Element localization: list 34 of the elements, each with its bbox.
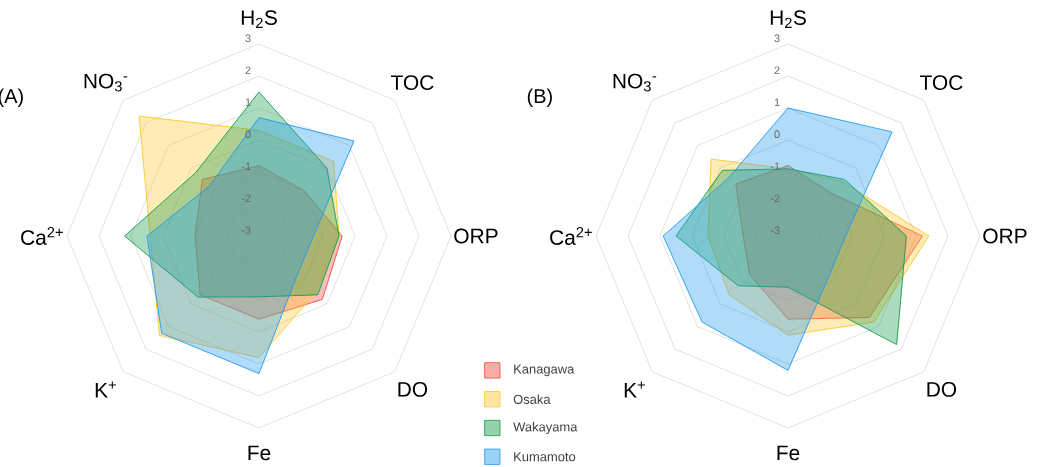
y-tick-label: 3 [774, 34, 780, 43]
legend-label: Osaka [513, 394, 551, 404]
spoke-label: Ca$^{2+}$ [21, 227, 63, 245]
y-tick-label: 1 [774, 98, 780, 106]
spoke-label: DO [398, 382, 428, 397]
y-tick-label: -3 [241, 226, 251, 235]
spoke-label: DO [927, 382, 957, 397]
text: (B) [527, 88, 552, 108]
spoke-label: K$^{+}$ [95, 381, 116, 398]
y-tick-label: 2 [245, 66, 251, 75]
y-tick-label: -2 [241, 194, 251, 203]
spoke-label: K$^{+}$ [624, 381, 645, 398]
spoke-label: ORP [983, 228, 1027, 244]
y-tick-label: 3 [245, 34, 251, 43]
legend-label: Kumamoto [514, 452, 576, 462]
y-tick-label: 0 [245, 130, 251, 139]
y-tick-label: -3 [770, 226, 780, 235]
y-tick-label: 2 [774, 66, 780, 75]
spoke-label: Fe [777, 445, 800, 461]
legend-label: Kanagawa [514, 364, 575, 377]
spoke-label: Ca$^{2+}$ [550, 227, 592, 245]
spoke-label: H$_{2}$S [241, 10, 277, 28]
spoke-label: Fe [248, 445, 271, 461]
y-tick-label: 1 [245, 98, 251, 106]
spoke-label: TOC [919, 75, 963, 90]
legend-label: Wakayama [513, 421, 578, 435]
y-tick-label: -1 [241, 162, 251, 171]
y-tick-label: 0 [774, 130, 780, 139]
y-tick-label: -2 [770, 194, 780, 203]
spoke-label: ORP [454, 228, 498, 244]
spoke-label: NO$_{3}$- [84, 73, 128, 92]
spoke-label: NO$_{3}$- [613, 73, 657, 92]
spoke-label: TOC [390, 75, 434, 90]
spoke-label: H$_{2}$S [770, 10, 806, 28]
